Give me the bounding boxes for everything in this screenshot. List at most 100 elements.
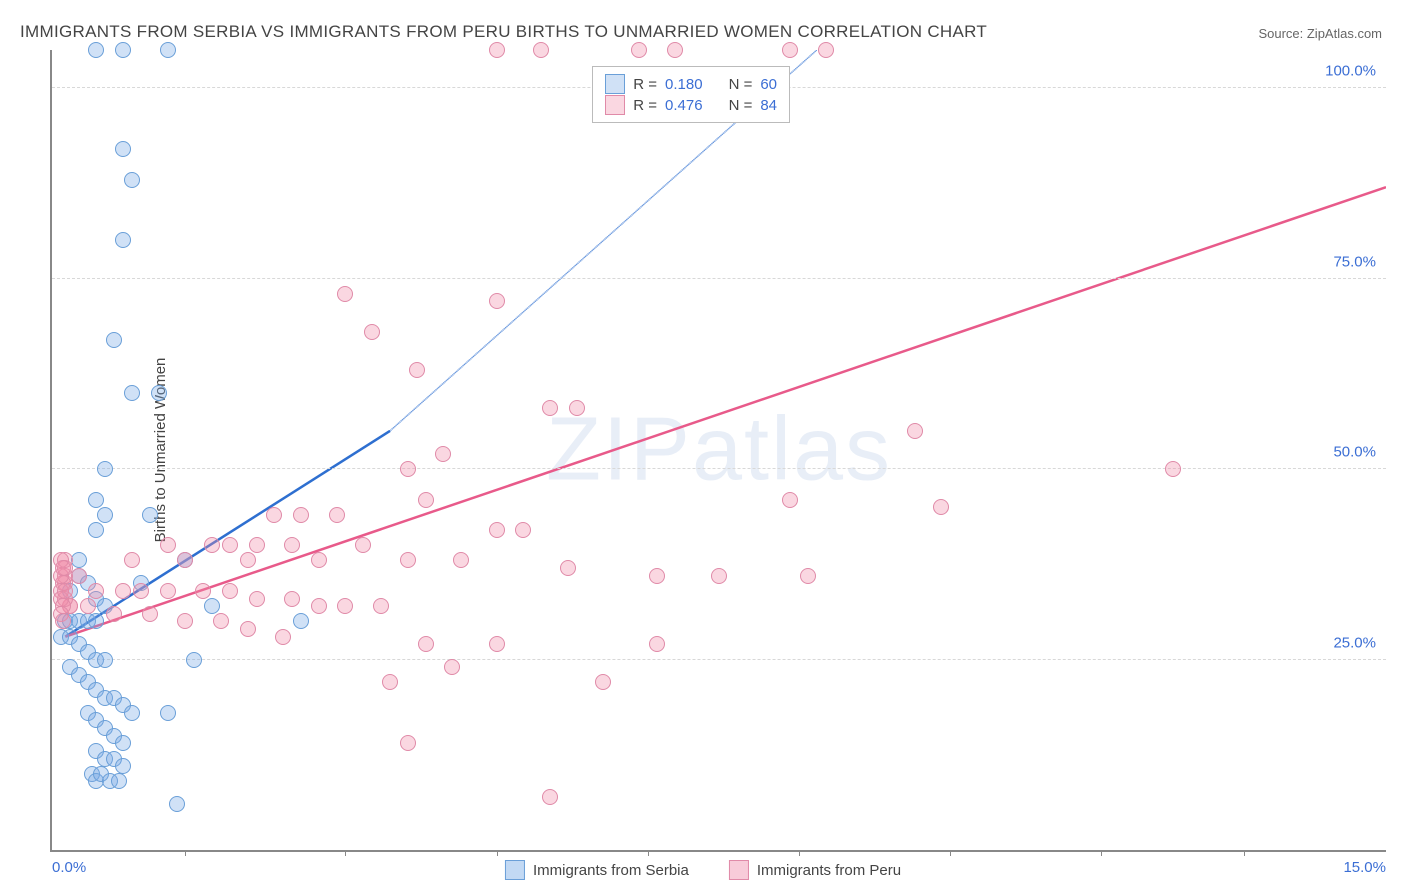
- x-tick-mark: [185, 850, 186, 856]
- regression-line: [65, 187, 1386, 637]
- data-point: [115, 141, 131, 157]
- n-value: 84: [760, 97, 777, 114]
- data-point: [106, 332, 122, 348]
- data-point: [249, 537, 265, 553]
- data-point: [88, 492, 104, 508]
- data-point: [97, 461, 113, 477]
- data-point: [337, 598, 353, 614]
- data-point: [115, 735, 131, 751]
- data-point: [115, 583, 131, 599]
- source-label: Source: ZipAtlas.com: [1258, 26, 1382, 41]
- x-tick-mark: [1244, 850, 1245, 856]
- data-point: [489, 522, 505, 538]
- data-point: [382, 674, 398, 690]
- n-value: 60: [760, 76, 777, 93]
- data-point: [800, 568, 816, 584]
- data-point: [489, 42, 505, 58]
- data-point: [160, 705, 176, 721]
- scatter-plot-area: ZIPatlas Births to Unmarried Women 0.0% …: [50, 50, 1386, 852]
- bottom-legend-item: Immigrants from Serbia: [505, 860, 689, 880]
- data-point: [160, 537, 176, 553]
- data-point: [55, 613, 71, 629]
- data-point: [284, 537, 300, 553]
- x-tick-mark: [648, 850, 649, 856]
- data-point: [311, 598, 327, 614]
- data-point: [418, 636, 434, 652]
- data-point: [400, 735, 416, 751]
- data-point: [111, 773, 127, 789]
- data-point: [160, 42, 176, 58]
- data-point: [160, 583, 176, 599]
- data-point: [444, 659, 460, 675]
- chart-title: IMMIGRANTS FROM SERBIA VS IMMIGRANTS FRO…: [20, 22, 987, 42]
- data-point: [169, 796, 185, 812]
- data-point: [88, 613, 104, 629]
- data-point: [711, 568, 727, 584]
- data-point: [907, 423, 923, 439]
- data-point: [293, 507, 309, 523]
- data-point: [400, 461, 416, 477]
- data-point: [57, 583, 73, 599]
- bottom-legend-item: Immigrants from Peru: [729, 860, 901, 880]
- data-point: [933, 499, 949, 515]
- stats-legend-row: R =0.476N =84: [605, 95, 777, 115]
- data-point: [818, 42, 834, 58]
- bottom-legend: Immigrants from Serbia Immigrants from Pe…: [505, 860, 901, 880]
- data-point: [177, 552, 193, 568]
- data-point: [115, 232, 131, 248]
- data-point: [569, 400, 585, 416]
- data-point: [186, 652, 202, 668]
- data-point: [515, 522, 531, 538]
- data-point: [453, 552, 469, 568]
- gridline-h: [52, 659, 1386, 660]
- y-tick-label: 100.0%: [1325, 63, 1376, 80]
- legend-swatch: [605, 95, 625, 115]
- y-tick-label: 50.0%: [1333, 444, 1376, 461]
- x-tick-mark: [799, 850, 800, 856]
- data-point: [649, 568, 665, 584]
- legend-label: Immigrants from Peru: [757, 862, 901, 879]
- data-point: [560, 560, 576, 576]
- data-point: [275, 629, 291, 645]
- data-point: [80, 598, 96, 614]
- data-point: [177, 613, 193, 629]
- data-point: [409, 362, 425, 378]
- data-point: [489, 293, 505, 309]
- legend-swatch: [605, 74, 625, 94]
- legend-swatch: [729, 860, 749, 880]
- data-point: [595, 674, 611, 690]
- data-point: [435, 446, 451, 462]
- data-point: [240, 621, 256, 637]
- data-point: [222, 583, 238, 599]
- data-point: [97, 507, 113, 523]
- x-tick-mark: [497, 850, 498, 856]
- legend-label: Immigrants from Serbia: [533, 862, 689, 879]
- y-tick-label: 25.0%: [1333, 634, 1376, 651]
- data-point: [311, 552, 327, 568]
- r-value: 0.180: [665, 76, 703, 93]
- data-point: [667, 42, 683, 58]
- data-point: [106, 606, 122, 622]
- x-axis-tick-min: 0.0%: [52, 859, 86, 876]
- data-point: [204, 598, 220, 614]
- data-point: [284, 591, 300, 607]
- data-point: [782, 42, 798, 58]
- x-tick-mark: [950, 850, 951, 856]
- stats-legend: R =0.180N =60R =0.476N =84: [592, 66, 790, 123]
- data-point: [115, 758, 131, 774]
- legend-swatch: [505, 860, 525, 880]
- data-point: [88, 42, 104, 58]
- data-point: [418, 492, 434, 508]
- data-point: [329, 507, 345, 523]
- data-point: [649, 636, 665, 652]
- data-point: [204, 537, 220, 553]
- data-point: [142, 507, 158, 523]
- x-tick-mark: [1101, 850, 1102, 856]
- data-point: [142, 606, 158, 622]
- gridline-h: [52, 468, 1386, 469]
- data-point: [222, 537, 238, 553]
- data-point: [151, 385, 167, 401]
- data-point: [195, 583, 211, 599]
- data-point: [489, 636, 505, 652]
- stats-legend-row: R =0.180N =60: [605, 74, 777, 94]
